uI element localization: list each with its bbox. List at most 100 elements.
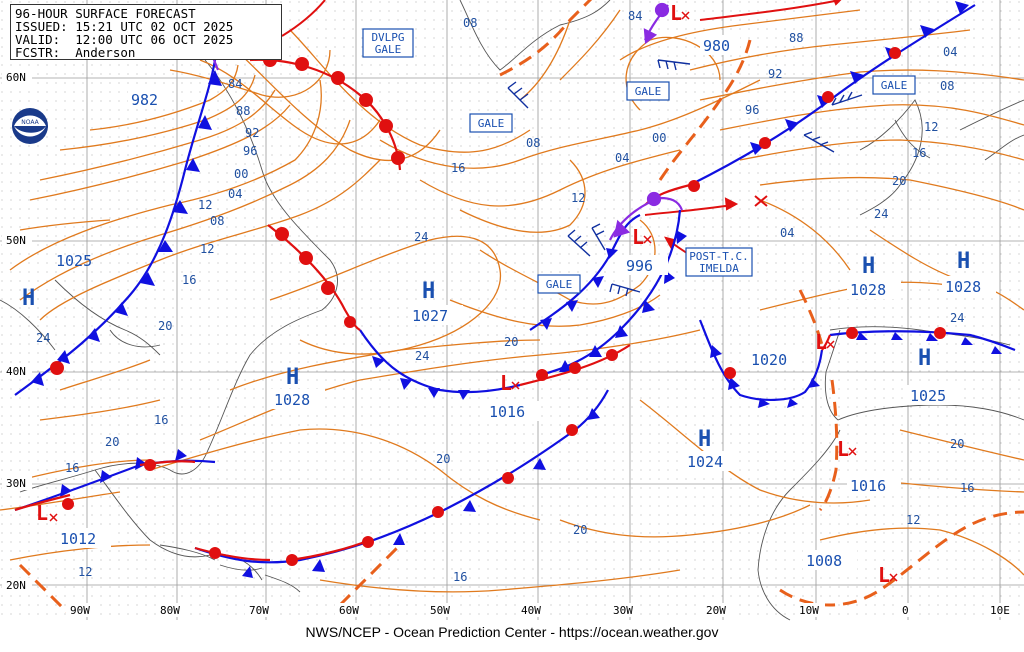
isobar-label: 12 <box>906 513 920 527</box>
high-pressure-value: 1028 <box>850 281 886 299</box>
high-symbol: H <box>957 249 970 274</box>
isobar-label: 16 <box>960 481 974 495</box>
isobar-label: 24 <box>36 331 50 345</box>
high-center: H 1028 <box>942 249 996 296</box>
lon-label: 80W <box>160 604 180 617</box>
isobar-label: 88 <box>236 104 250 118</box>
low-pressure-value: 996 <box>626 257 653 275</box>
isobar-label: 20 <box>573 523 587 537</box>
isobar-label: 16 <box>453 570 467 584</box>
high-center: H 1025 <box>907 346 961 405</box>
storm-label-text: IMELDA <box>699 262 739 275</box>
forecast-header: 96-HOUR SURFACE FORECAST ISSUED: 15:21 U… <box>10 4 282 60</box>
low-pressure-value: 1020 <box>751 351 787 369</box>
noaa-logo-text: NOAA <box>21 119 39 126</box>
storm-label-box: POST-T.C. IMELDA <box>685 247 753 277</box>
longitude-labels: 90W 80W 70W 60W 50W 40W 30W 20W 10W 0 10… <box>66 603 1016 617</box>
storm-label-text: POST-T.C. <box>689 250 749 263</box>
header-valid: VALID: 12:00 UTC 06 OCT 2025 <box>15 32 234 47</box>
lon-label: 0 <box>902 604 909 617</box>
high-symbol: H <box>698 427 711 452</box>
isobar-label: 20 <box>158 319 172 333</box>
noaa-logo: NOAA <box>12 108 48 144</box>
isobar-label: 92 <box>768 67 782 81</box>
isobar-label: 24 <box>414 230 428 244</box>
warning-text: GALE <box>881 79 908 92</box>
isobar-label: 04 <box>780 226 794 240</box>
isobar-label: 16 <box>65 461 79 475</box>
low-center: L 1008 <box>803 550 898 587</box>
low-symbol: L <box>878 563 890 587</box>
lon-label: 10W <box>799 604 819 617</box>
isobar-label: 16 <box>912 146 926 160</box>
high-pressure-value: 1028 <box>945 278 981 296</box>
warning-text: GALE <box>478 117 505 130</box>
high-symbol: H <box>862 254 875 279</box>
low-symbol: L <box>837 437 849 461</box>
isobar-label: 20 <box>950 437 964 451</box>
pressure-centers: H H 1027 H 1028 H 1024 H 1028 H 1028 H <box>22 1 996 587</box>
lon-label: 10E <box>990 604 1010 617</box>
low-center: L 1016 <box>486 371 540 421</box>
isobar-label: 84 <box>628 9 642 23</box>
isobar-label: 24 <box>415 349 429 363</box>
isobar-label: 12 <box>924 120 938 134</box>
low-center: L 1016 <box>837 437 901 495</box>
low-center: L 996 <box>622 225 668 275</box>
warning-text: GALE <box>546 278 573 291</box>
low-symbol: L <box>500 371 512 395</box>
header-title: 96-HOUR SURFACE FORECAST <box>15 6 196 21</box>
lon-label: 70W <box>249 604 269 617</box>
warning-text: GALE <box>375 43 402 56</box>
low-center: L 980 <box>670 1 740 55</box>
low-pressure-value: 1016 <box>850 477 886 495</box>
high-center: H <box>22 286 35 311</box>
isobar-label: 16 <box>154 413 168 427</box>
low-symbol: L <box>36 501 48 525</box>
footer-credit: NWS/NCEP - Ocean Prediction Center - htt… <box>305 624 719 640</box>
low-pressure-value: 1008 <box>806 552 842 570</box>
isobar-label: 16 <box>182 273 196 287</box>
isobar-label: 04 <box>228 187 242 201</box>
lat-label: 40N <box>6 365 26 378</box>
header-forecaster: FCSTR: Anderson <box>15 45 136 60</box>
high-symbol: H <box>22 286 35 311</box>
isobar-label: 04 <box>943 45 957 59</box>
warning-box: DVLPG GALE <box>362 28 414 58</box>
isobar-label: 24 <box>874 207 888 221</box>
low-pressure-value: 1016 <box>489 403 525 421</box>
isobar-label: 92 <box>245 126 259 140</box>
isobar-labels: 84 88 92 96 00 04 08 12 16 20 24 08 12 1… <box>36 9 974 584</box>
isobar-label: 00 <box>652 131 666 145</box>
isobar-label: 12 <box>198 198 212 212</box>
low-center: L 1012 <box>36 501 111 548</box>
isobar-label: 20 <box>436 452 450 466</box>
low-center: L 1020 <box>748 330 835 369</box>
wind-barbs <box>507 59 863 297</box>
isobar-label: 08 <box>940 79 954 93</box>
isobar-label: 88 <box>789 31 803 45</box>
high-pressure-value: 1028 <box>274 391 310 409</box>
isobar-label: 16 <box>451 161 465 175</box>
lon-label: 60W <box>339 604 359 617</box>
header-issued: ISSUED: 15:21 UTC 02 OCT 2025 <box>15 19 234 34</box>
high-symbol: H <box>422 279 435 304</box>
isobar-label: 20 <box>504 335 518 349</box>
warning-box: GALE <box>872 75 916 95</box>
high-pressure-value: 1025 <box>56 252 92 270</box>
lat-label: 50N <box>6 234 26 247</box>
isobar-label: 12 <box>78 565 92 579</box>
lat-label: 20N <box>6 579 26 592</box>
cold-front-pips <box>31 1 1002 578</box>
isobar-label: 20 <box>105 435 119 449</box>
high-pressure-value: 1025 <box>910 387 946 405</box>
coastlines <box>0 0 1024 621</box>
isobar-label: 12 <box>200 242 214 256</box>
high-center: H 1028 <box>847 254 901 299</box>
isobar-label: 84 <box>228 77 242 91</box>
low-pressure-value: 982 <box>131 91 158 109</box>
isobar-label: 24 <box>950 311 964 325</box>
lon-label: 20W <box>706 604 726 617</box>
warning-text: GALE <box>635 85 662 98</box>
